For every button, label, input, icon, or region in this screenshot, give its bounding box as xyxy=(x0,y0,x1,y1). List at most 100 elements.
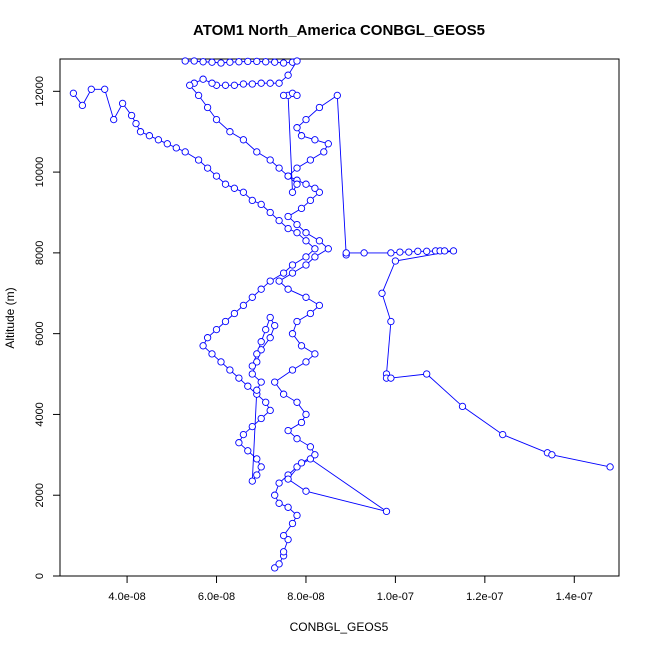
data-point xyxy=(163,140,171,148)
x-tick-label: 1.0e-07 xyxy=(377,591,414,603)
data-point xyxy=(221,81,230,89)
y-tick-label: 2000 xyxy=(34,483,46,507)
data-point xyxy=(302,410,310,419)
data-point xyxy=(311,451,319,459)
data-point xyxy=(275,499,283,507)
data-point xyxy=(235,439,243,447)
data-point xyxy=(271,491,279,499)
data-point xyxy=(284,212,292,221)
data-point xyxy=(302,237,310,245)
data-point xyxy=(315,103,324,112)
data-point xyxy=(293,463,301,471)
data-point xyxy=(275,277,283,285)
data-point xyxy=(257,463,265,471)
data-point xyxy=(239,301,248,310)
data-point xyxy=(324,140,332,148)
data-point xyxy=(110,115,118,124)
data-point xyxy=(378,289,386,297)
data-point xyxy=(226,366,234,374)
data-point xyxy=(266,277,274,285)
data-point xyxy=(266,208,274,217)
data-point xyxy=(293,398,301,406)
data-point xyxy=(311,136,319,144)
data-point xyxy=(297,132,306,140)
data-point xyxy=(266,79,274,87)
data-point xyxy=(248,370,256,378)
data-point xyxy=(293,124,301,132)
data-point xyxy=(396,248,404,256)
data-point xyxy=(145,132,154,140)
data-point xyxy=(87,85,95,93)
data-point xyxy=(458,402,467,411)
data-point xyxy=(275,479,283,487)
data-point xyxy=(302,261,310,269)
data-point xyxy=(248,422,256,431)
data-point xyxy=(302,253,310,261)
data-point xyxy=(284,503,292,511)
data-point xyxy=(293,511,301,520)
data-point xyxy=(284,224,292,233)
data-point xyxy=(271,564,279,572)
data-point xyxy=(266,313,274,322)
data-point xyxy=(257,338,265,346)
data-point xyxy=(297,342,306,350)
data-point xyxy=(311,253,319,261)
data-point xyxy=(262,398,270,406)
data-point xyxy=(78,101,87,110)
data-point xyxy=(499,430,507,439)
x-tick-label: 6.0e-08 xyxy=(198,591,235,603)
series-line-1 xyxy=(274,94,611,569)
data-point xyxy=(239,136,248,144)
data-point xyxy=(253,350,261,358)
data-point xyxy=(248,80,256,88)
y-axis: 0 2000 4000 6000 8000 10000 12000 xyxy=(34,76,61,579)
data-point xyxy=(257,79,265,87)
data-point xyxy=(190,57,198,65)
data-point xyxy=(230,184,239,192)
data-point xyxy=(239,80,248,88)
data-point xyxy=(302,229,310,237)
x-tick-label: 1.2e-07 xyxy=(466,591,503,603)
data-point xyxy=(387,374,395,382)
data-point xyxy=(118,99,127,108)
data-point xyxy=(154,136,163,144)
data-point xyxy=(284,535,292,544)
data-point xyxy=(279,531,288,540)
x-axis-label: CONBGL_GEOS5 xyxy=(290,620,389,634)
data-point xyxy=(208,79,216,87)
data-point xyxy=(275,79,283,87)
data-point xyxy=(186,81,194,89)
data-point xyxy=(239,430,248,439)
data-point xyxy=(279,59,288,67)
data-point xyxy=(293,164,301,172)
data-point xyxy=(387,249,395,257)
data-point xyxy=(217,358,225,366)
data-point xyxy=(297,204,306,213)
y-tick-label: 12000 xyxy=(34,76,46,107)
data-point xyxy=(235,58,243,66)
data-point xyxy=(405,248,413,256)
data-point xyxy=(284,71,292,79)
data-point xyxy=(271,58,279,66)
data-point xyxy=(302,180,310,188)
data-point xyxy=(248,293,256,301)
data-point xyxy=(320,148,328,156)
data-point xyxy=(257,200,265,209)
data-point xyxy=(248,196,256,205)
data-point xyxy=(387,317,395,326)
data-point xyxy=(248,362,256,370)
data-point xyxy=(230,81,239,89)
data-point xyxy=(315,237,324,245)
data-point xyxy=(212,172,221,180)
y-axis-label: Altitude (m) xyxy=(3,287,17,348)
data-point xyxy=(257,378,265,386)
data-point xyxy=(548,451,556,459)
data-point xyxy=(181,148,189,156)
data-point xyxy=(302,115,310,124)
data-point xyxy=(311,184,319,192)
series-line-2 xyxy=(73,88,316,483)
data-point xyxy=(382,507,391,516)
data-point xyxy=(279,269,288,277)
data-point xyxy=(288,519,297,528)
data-point xyxy=(293,180,301,188)
